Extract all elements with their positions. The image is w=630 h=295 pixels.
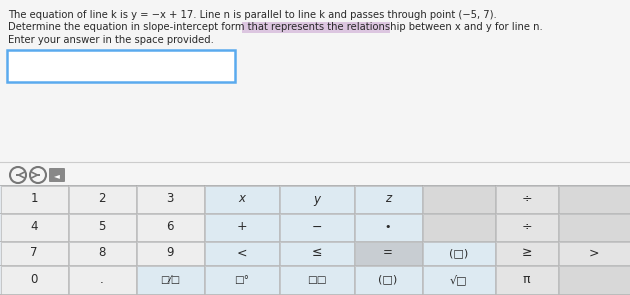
Text: Enter your answer in the space provided.: Enter your answer in the space provided. [8,35,214,45]
FancyBboxPatch shape [423,266,495,294]
Text: π: π [523,273,530,286]
FancyBboxPatch shape [242,22,390,33]
FancyBboxPatch shape [496,186,558,212]
FancyBboxPatch shape [69,214,135,240]
FancyBboxPatch shape [137,242,203,265]
FancyBboxPatch shape [496,214,558,240]
Text: (□): (□) [379,275,398,284]
FancyBboxPatch shape [7,50,235,82]
FancyBboxPatch shape [137,266,203,294]
FancyBboxPatch shape [280,242,353,265]
FancyBboxPatch shape [355,266,421,294]
FancyBboxPatch shape [496,266,558,294]
Text: Determine the equation in slope-intercept form that represents the relationship : Determine the equation in slope-intercep… [8,22,543,32]
FancyBboxPatch shape [205,242,278,265]
Text: 7: 7 [30,247,38,260]
Text: ≥: ≥ [521,247,532,260]
FancyBboxPatch shape [0,185,630,294]
Text: ÷: ÷ [521,193,532,206]
FancyBboxPatch shape [496,242,558,265]
Text: 8: 8 [98,247,106,260]
Text: x: x [238,193,245,206]
Text: □□: □□ [307,275,326,284]
Text: •: • [385,222,391,232]
FancyBboxPatch shape [559,214,629,240]
Text: 5: 5 [98,220,106,234]
Text: 9: 9 [166,247,174,260]
Text: □⁄□: □⁄□ [160,275,180,284]
Text: =: = [383,247,393,260]
FancyBboxPatch shape [423,186,495,212]
Text: 0: 0 [30,273,38,286]
FancyBboxPatch shape [1,266,67,294]
Text: (□): (□) [449,248,468,258]
Text: y: y [313,193,320,206]
FancyBboxPatch shape [69,186,135,212]
FancyBboxPatch shape [137,186,203,212]
FancyBboxPatch shape [69,266,135,294]
FancyBboxPatch shape [280,266,353,294]
Text: 1: 1 [30,193,38,206]
Text: z: z [385,193,391,206]
FancyBboxPatch shape [423,214,495,240]
FancyBboxPatch shape [355,242,421,265]
Text: □°: □° [234,275,249,284]
Text: ÷: ÷ [521,220,532,234]
FancyBboxPatch shape [280,186,353,212]
Text: 3: 3 [166,193,174,206]
Text: 6: 6 [166,220,174,234]
FancyBboxPatch shape [559,266,629,294]
Text: √□: √□ [450,274,467,285]
Text: <: < [236,247,247,260]
FancyBboxPatch shape [205,266,278,294]
FancyBboxPatch shape [280,214,353,240]
Text: ≤: ≤ [311,247,322,260]
Text: +: + [236,220,247,234]
FancyBboxPatch shape [137,214,203,240]
Text: ◄: ◄ [54,171,60,181]
Text: >: > [589,247,599,260]
Text: 4: 4 [30,220,38,234]
Text: 2: 2 [98,193,106,206]
FancyBboxPatch shape [559,242,629,265]
FancyBboxPatch shape [355,186,421,212]
FancyBboxPatch shape [355,214,421,240]
FancyBboxPatch shape [559,186,629,212]
FancyBboxPatch shape [205,186,278,212]
FancyBboxPatch shape [1,186,67,212]
FancyBboxPatch shape [1,242,67,265]
Text: −: − [311,220,322,234]
FancyBboxPatch shape [423,242,495,265]
FancyBboxPatch shape [205,214,278,240]
Text: The equation of line k is y = −x + 17. Line n is parallel to line k and passes t: The equation of line k is y = −x + 17. L… [8,10,496,20]
FancyBboxPatch shape [49,168,65,182]
FancyBboxPatch shape [0,0,630,185]
FancyBboxPatch shape [1,214,67,240]
Text: .: . [100,273,104,286]
FancyBboxPatch shape [69,242,135,265]
